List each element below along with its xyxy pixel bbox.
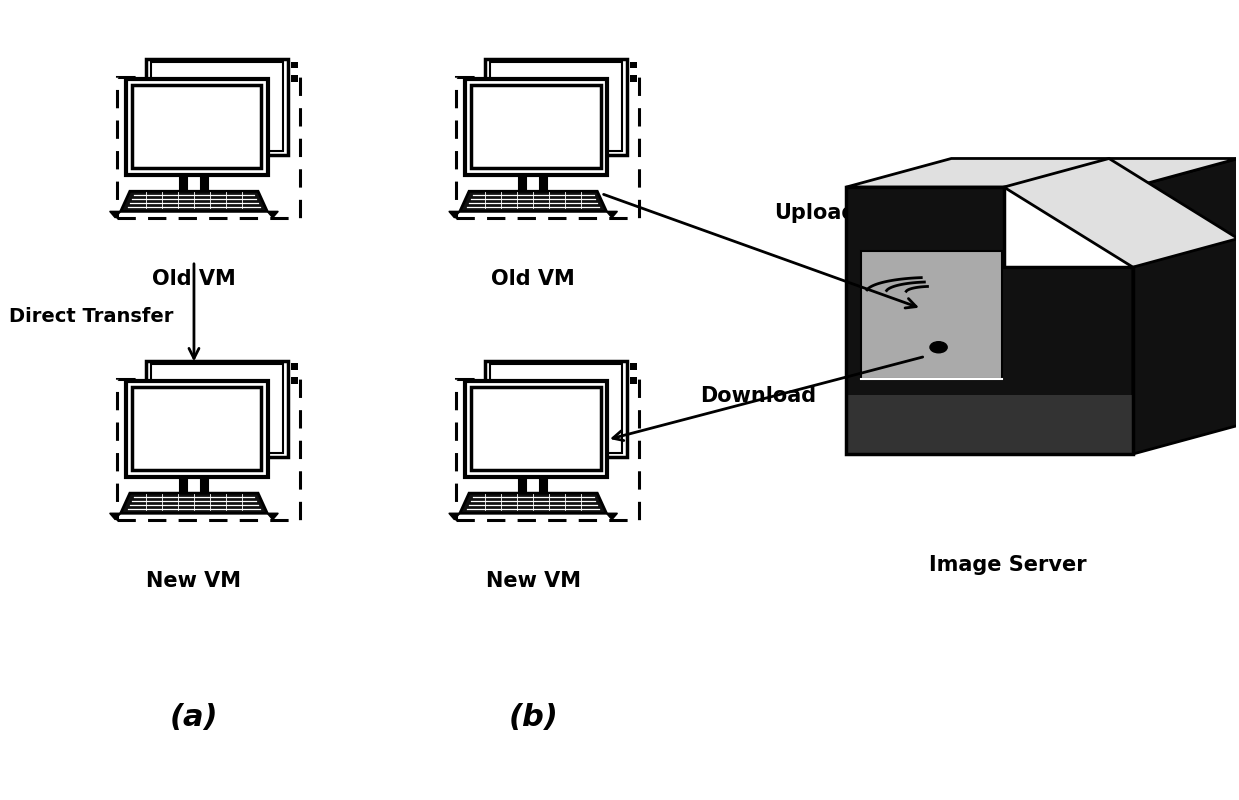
Polygon shape [1004, 158, 1238, 267]
FancyBboxPatch shape [133, 387, 261, 470]
Polygon shape [460, 493, 606, 514]
Bar [629, 75, 637, 82]
FancyBboxPatch shape [126, 381, 268, 477]
Text: Old VM: Old VM [152, 269, 235, 289]
FancyBboxPatch shape [465, 79, 607, 175]
Polygon shape [846, 158, 1238, 187]
Polygon shape [268, 211, 279, 218]
Text: Old VM: Old VM [492, 269, 575, 289]
Text: Direct Transfer: Direct Transfer [9, 307, 173, 326]
Bar [629, 62, 637, 68]
Bar [180, 175, 187, 191]
Text: Upload: Upload [773, 203, 856, 223]
Polygon shape [110, 514, 120, 520]
Bar [291, 363, 299, 370]
Text: New VM: New VM [146, 571, 242, 591]
Bar [861, 251, 1002, 379]
FancyBboxPatch shape [471, 387, 601, 470]
FancyBboxPatch shape [151, 62, 282, 151]
Text: (b): (b) [508, 703, 558, 732]
Polygon shape [460, 191, 606, 211]
Bar [291, 62, 299, 68]
Bar [846, 395, 1132, 454]
Bar [540, 175, 546, 191]
Text: Download: Download [700, 386, 815, 406]
FancyBboxPatch shape [146, 58, 287, 154]
Text: New VM: New VM [486, 571, 581, 591]
Polygon shape [449, 514, 460, 520]
Polygon shape [120, 191, 268, 211]
Polygon shape [606, 211, 617, 218]
FancyBboxPatch shape [491, 62, 622, 151]
Bar [201, 175, 208, 191]
Circle shape [930, 342, 947, 353]
Polygon shape [1132, 158, 1238, 454]
Polygon shape [120, 493, 268, 514]
FancyBboxPatch shape [126, 79, 268, 175]
Bar [1004, 187, 1132, 267]
Bar [519, 477, 525, 493]
FancyBboxPatch shape [471, 86, 601, 169]
Bar [180, 477, 187, 493]
FancyBboxPatch shape [151, 364, 282, 454]
Bar [540, 477, 546, 493]
Bar [1004, 187, 1132, 267]
FancyBboxPatch shape [146, 361, 287, 457]
Bar [291, 75, 299, 82]
Polygon shape [110, 211, 120, 218]
Polygon shape [606, 514, 617, 520]
Bar [519, 175, 525, 191]
Bar [201, 477, 208, 493]
FancyBboxPatch shape [491, 364, 622, 454]
FancyBboxPatch shape [133, 86, 261, 169]
FancyBboxPatch shape [486, 361, 627, 457]
Text: (a): (a) [170, 703, 218, 732]
Polygon shape [268, 514, 279, 520]
Bar [629, 377, 637, 383]
Bar [291, 377, 299, 383]
Bar [629, 363, 637, 370]
Polygon shape [449, 211, 460, 218]
FancyBboxPatch shape [465, 381, 607, 477]
Text: Image Server: Image Server [929, 555, 1087, 575]
Bar [846, 187, 1132, 454]
FancyBboxPatch shape [486, 58, 627, 154]
